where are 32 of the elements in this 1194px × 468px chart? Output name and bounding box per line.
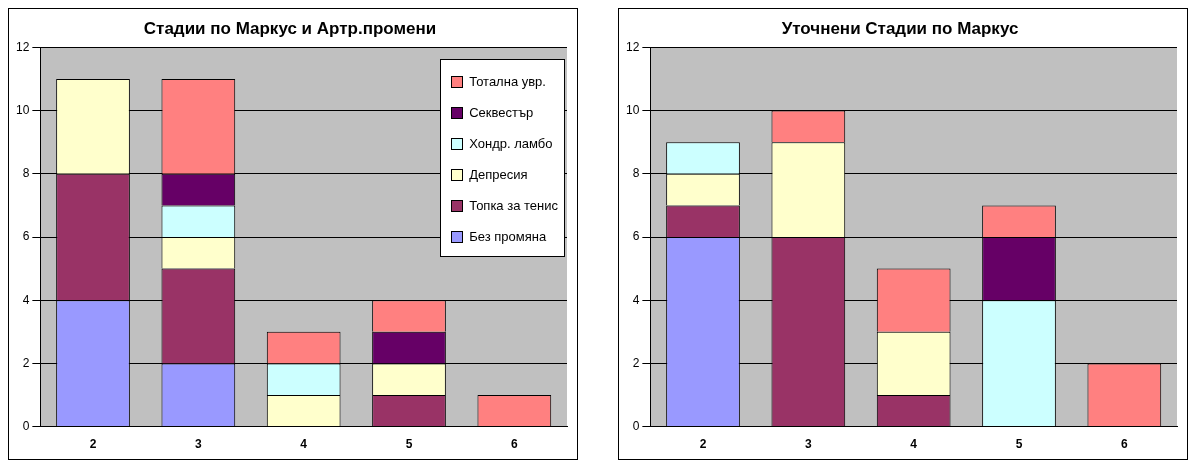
legend-label: Топка за тенис <box>469 198 558 214</box>
legend-label: Хондр. ламбо <box>469 136 553 152</box>
x-tick-label: 5 <box>405 437 413 452</box>
y-tick-label: 6 <box>632 229 640 244</box>
x-tick-label: 4 <box>300 437 308 452</box>
chart-title: Уточнени Стадии по Маркус <box>781 18 1019 38</box>
y-tick-label: 2 <box>632 355 640 370</box>
y-tick-label: 12 <box>15 39 30 54</box>
x-tick-label: 6 <box>1120 437 1128 452</box>
y-tick-label: 10 <box>15 102 30 117</box>
x-tick-label: 6 <box>510 437 518 452</box>
legend-label: Секвестър <box>469 105 534 121</box>
x-tick-label: 3 <box>805 437 812 452</box>
x-tick-label: 2 <box>699 437 707 452</box>
y-tick-label: 4 <box>22 292 30 307</box>
y-tick-label: 6 <box>22 229 30 244</box>
y-tick-label: 4 <box>632 292 640 307</box>
legend-label: Тотална увр. <box>469 74 546 90</box>
y-tick-label: 8 <box>22 166 30 181</box>
x-tick-label: 3 <box>195 437 202 452</box>
y-tick-label: 0 <box>632 418 640 433</box>
x-tick-label: 4 <box>910 437 918 452</box>
x-tick-label: 5 <box>1015 437 1023 452</box>
legend-label: Без промяна <box>469 229 547 245</box>
x-tick-label: 2 <box>89 437 97 452</box>
legend-label: Депресия <box>469 167 528 183</box>
y-tick-label: 10 <box>625 102 640 117</box>
y-tick-label: 0 <box>22 418 30 433</box>
y-tick-label: 12 <box>625 39 640 54</box>
y-tick-label: 8 <box>632 166 640 181</box>
y-tick-label: 2 <box>22 355 30 370</box>
chart-title: Стадии по Маркус и Артр.промени <box>143 18 437 38</box>
